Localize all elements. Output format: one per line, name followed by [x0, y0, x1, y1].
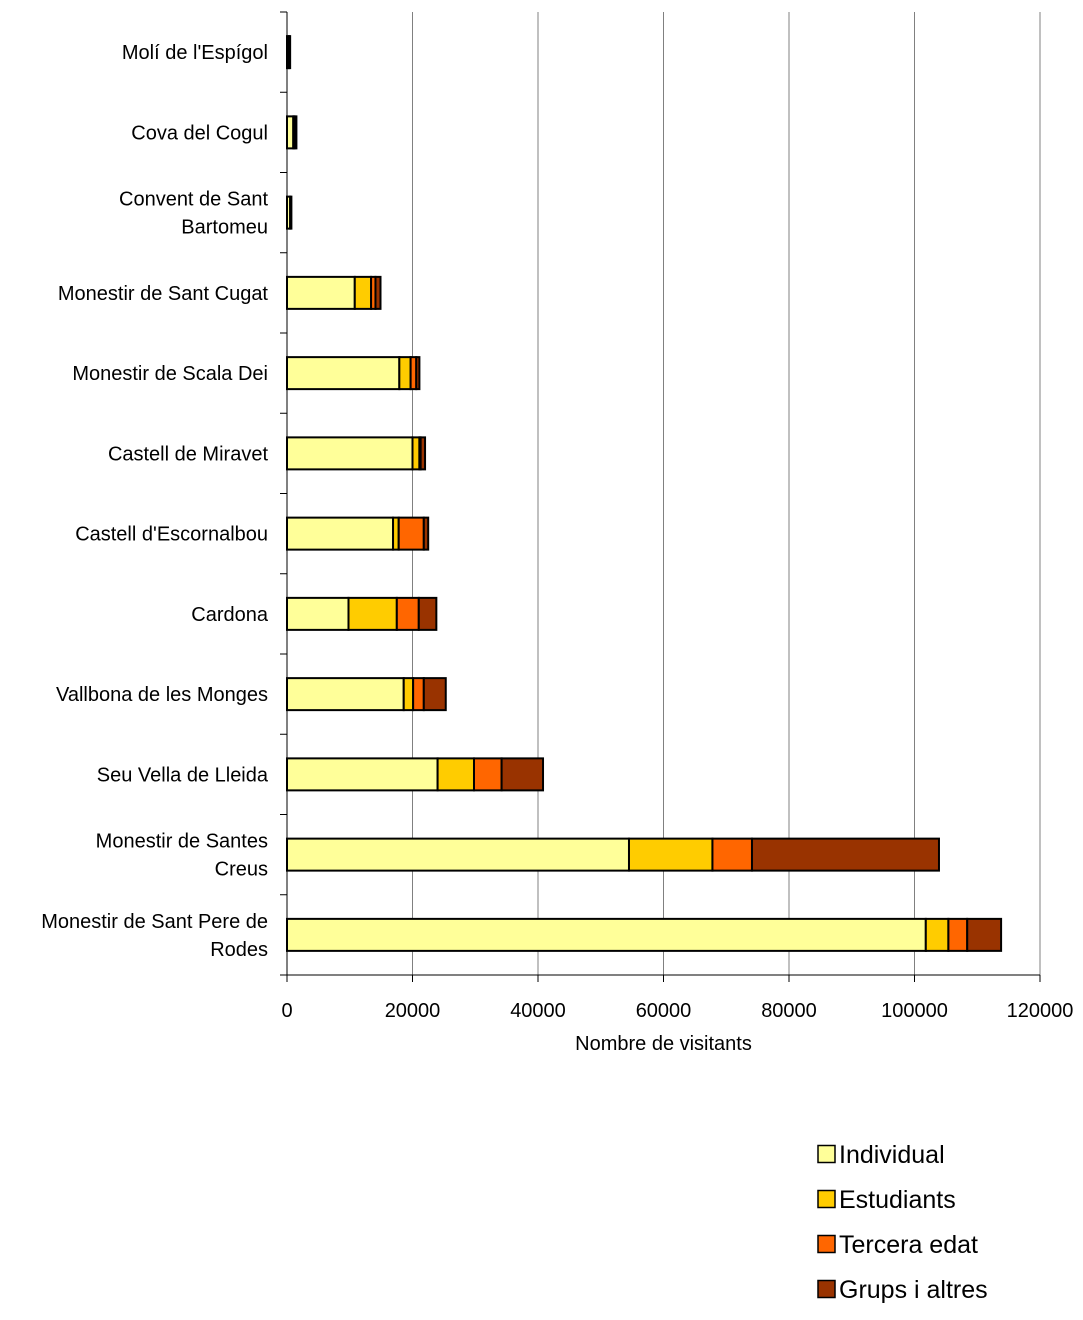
- category-label: Bartomeu: [181, 217, 268, 239]
- bar-segment: [627, 837, 714, 872]
- bar-segment: [402, 677, 415, 712]
- bar-segment: [289, 195, 293, 230]
- category-label: Vallbona de les Monges: [56, 684, 268, 706]
- bar-segment: [419, 436, 427, 471]
- bar-segment: [286, 436, 414, 471]
- category-label: Monestir de Sant Pere de: [41, 911, 268, 933]
- bar-segment: [286, 917, 927, 952]
- x-axis-title: Nombre de visitants: [575, 1033, 752, 1055]
- bar-segment: [286, 757, 439, 792]
- bar-segment: [924, 917, 950, 952]
- category-label: Rodes: [210, 939, 268, 961]
- bar-segment: [966, 917, 1003, 952]
- bar-segment: [293, 115, 298, 150]
- bar-segment: [411, 436, 421, 471]
- bar-segment: [415, 356, 421, 391]
- bar-segment: [397, 516, 425, 551]
- category-label: Molí de l'Espígol: [122, 42, 268, 64]
- legend-label: Individual: [839, 1141, 945, 1169]
- bar-segment: [374, 275, 382, 310]
- category-label: Creus: [215, 859, 268, 881]
- bar-segment: [286, 837, 630, 872]
- x-tick-label: 60000: [636, 1000, 692, 1022]
- bar-segment: [711, 837, 753, 872]
- legend-label: Grups i altres: [839, 1276, 988, 1304]
- category-label: Castell de Miravet: [108, 443, 269, 465]
- category-label: Monestir de Scala Dei: [72, 363, 268, 385]
- category-label: Convent de Sant: [119, 189, 268, 211]
- bar-segment: [472, 757, 503, 792]
- x-tick-label: 120000: [1007, 1000, 1074, 1022]
- bar-segment: [286, 516, 395, 551]
- legend-label: Estudiants: [839, 1186, 956, 1214]
- x-tick-label: 100000: [881, 1000, 948, 1022]
- bar-segment: [286, 356, 401, 391]
- bar-segment: [500, 757, 545, 792]
- bar-segment: [286, 596, 350, 631]
- x-tick-label: 20000: [385, 1000, 441, 1022]
- bar-segment: [353, 275, 373, 310]
- legend-swatch: [817, 1234, 836, 1254]
- bar-segment: [436, 757, 475, 792]
- category-label: Castell d'Escornalbou: [75, 524, 268, 546]
- category-label: Seu Vella de Lleida: [97, 764, 269, 786]
- bar-segment: [287, 35, 292, 70]
- bar-segment: [395, 596, 420, 631]
- legend-label: Tercera edat: [839, 1231, 978, 1259]
- bar-segment: [412, 677, 425, 712]
- x-tick-label: 80000: [761, 1000, 817, 1022]
- bar-segment: [398, 356, 412, 391]
- bar-segment: [417, 596, 438, 631]
- bar-segment: [347, 596, 398, 631]
- category-label: Cardona: [191, 604, 269, 626]
- legend-swatch: [817, 1189, 836, 1209]
- x-tick-label: 40000: [510, 1000, 566, 1022]
- bar-segment: [422, 516, 430, 551]
- legend-swatch: [817, 1279, 836, 1299]
- category-label: Monestir de Sant Cugat: [58, 283, 269, 305]
- legend-swatch: [817, 1144, 836, 1164]
- category-label: Cova del Cogul: [131, 122, 268, 144]
- bar-segment: [947, 917, 969, 952]
- bar-segment: [750, 837, 940, 872]
- bar-segment: [286, 677, 405, 712]
- category-label: Monestir de Santes: [96, 831, 268, 853]
- bar-segment: [422, 677, 447, 712]
- bar-segment: [286, 275, 356, 310]
- x-tick-label: 0: [281, 1000, 292, 1022]
